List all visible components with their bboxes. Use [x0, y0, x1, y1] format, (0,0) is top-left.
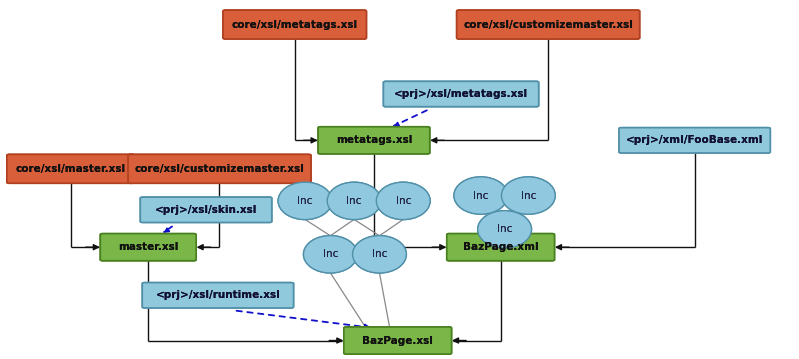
Ellipse shape [328, 182, 381, 220]
Ellipse shape [304, 236, 357, 273]
Text: core/xsl/master.xsl: core/xsl/master.xsl [15, 164, 125, 174]
Text: Inc: Inc [473, 191, 488, 201]
FancyBboxPatch shape [128, 154, 311, 183]
Text: <prj>/xsl/skin.xsl: <prj>/xsl/skin.xsl [155, 205, 257, 215]
Ellipse shape [376, 182, 430, 220]
Text: Inc: Inc [396, 196, 411, 206]
FancyBboxPatch shape [141, 197, 272, 223]
FancyBboxPatch shape [101, 234, 196, 261]
Ellipse shape [376, 182, 430, 220]
Text: core/xsl/master.xsl: core/xsl/master.xsl [15, 164, 125, 174]
FancyBboxPatch shape [457, 10, 640, 39]
Text: master.xsl: master.xsl [118, 242, 178, 252]
Text: <prj>/xsl/metatags.xsl: <prj>/xsl/metatags.xsl [394, 89, 528, 99]
Ellipse shape [352, 236, 407, 273]
Ellipse shape [454, 177, 507, 214]
FancyBboxPatch shape [318, 127, 430, 154]
FancyBboxPatch shape [619, 128, 770, 153]
Text: BazPage.xml: BazPage.xml [463, 242, 539, 252]
FancyBboxPatch shape [223, 10, 367, 39]
FancyBboxPatch shape [142, 283, 293, 308]
Text: metatags.xsl: metatags.xsl [336, 135, 412, 145]
Text: <prj>/xsl/metatags.xsl: <prj>/xsl/metatags.xsl [394, 89, 528, 99]
Ellipse shape [352, 236, 407, 273]
FancyBboxPatch shape [223, 10, 367, 39]
FancyBboxPatch shape [457, 10, 640, 39]
Text: core/xsl/customizemaster.xsl: core/xsl/customizemaster.xsl [463, 19, 633, 29]
Text: metatags.xsl: metatags.xsl [336, 135, 412, 145]
FancyBboxPatch shape [384, 81, 539, 107]
Text: core/xsl/customizemaster.xsl: core/xsl/customizemaster.xsl [134, 164, 304, 174]
Text: master.xsl: master.xsl [118, 242, 178, 252]
Text: core/xsl/customizemaster.xsl: core/xsl/customizemaster.xsl [463, 19, 633, 29]
Text: Inc: Inc [347, 196, 362, 206]
Text: core/xsl/metatags.xsl: core/xsl/metatags.xsl [232, 19, 358, 29]
Text: BazPage.xml: BazPage.xml [463, 242, 539, 252]
Text: Inc: Inc [297, 196, 312, 206]
Text: Inc: Inc [347, 196, 362, 206]
Ellipse shape [278, 182, 332, 220]
Text: Inc: Inc [396, 196, 411, 206]
Text: <prj>/xml/FooBase.xml: <prj>/xml/FooBase.xml [626, 135, 763, 145]
Text: Inc: Inc [473, 191, 488, 201]
Ellipse shape [478, 211, 531, 248]
Text: core/xsl/customizemaster.xsl: core/xsl/customizemaster.xsl [134, 164, 304, 174]
Ellipse shape [502, 177, 555, 214]
FancyBboxPatch shape [142, 283, 293, 308]
Ellipse shape [478, 211, 531, 248]
FancyBboxPatch shape [7, 154, 134, 183]
Text: <prj>/xsl/skin.xsl: <prj>/xsl/skin.xsl [155, 205, 257, 215]
FancyBboxPatch shape [344, 327, 451, 354]
Text: Inc: Inc [323, 249, 338, 259]
Text: Inc: Inc [497, 224, 512, 234]
FancyBboxPatch shape [447, 234, 555, 261]
FancyBboxPatch shape [101, 234, 196, 261]
FancyBboxPatch shape [141, 197, 272, 223]
Text: BazPage.xsl: BazPage.xsl [362, 336, 433, 345]
Text: Inc: Inc [372, 249, 388, 259]
Text: Inc: Inc [497, 224, 512, 234]
FancyBboxPatch shape [447, 234, 555, 261]
FancyBboxPatch shape [344, 327, 451, 354]
Ellipse shape [454, 177, 507, 214]
FancyBboxPatch shape [619, 128, 770, 153]
Ellipse shape [502, 177, 555, 214]
Text: <prj>/xml/FooBase.xml: <prj>/xml/FooBase.xml [626, 135, 763, 145]
Text: Inc: Inc [323, 249, 338, 259]
Text: BazPage.xsl: BazPage.xsl [362, 336, 433, 345]
Text: <prj>/xsl/runtime.xsl: <prj>/xsl/runtime.xsl [156, 290, 280, 300]
Text: Inc: Inc [521, 191, 536, 201]
Ellipse shape [278, 182, 332, 220]
Text: Inc: Inc [297, 196, 312, 206]
Ellipse shape [304, 236, 357, 273]
FancyBboxPatch shape [128, 154, 311, 183]
Text: <prj>/xsl/runtime.xsl: <prj>/xsl/runtime.xsl [156, 290, 280, 300]
FancyBboxPatch shape [7, 154, 134, 183]
Text: Inc: Inc [372, 249, 388, 259]
Text: Inc: Inc [521, 191, 536, 201]
Text: core/xsl/metatags.xsl: core/xsl/metatags.xsl [232, 19, 358, 29]
FancyBboxPatch shape [318, 127, 430, 154]
FancyBboxPatch shape [384, 81, 539, 107]
Ellipse shape [328, 182, 381, 220]
